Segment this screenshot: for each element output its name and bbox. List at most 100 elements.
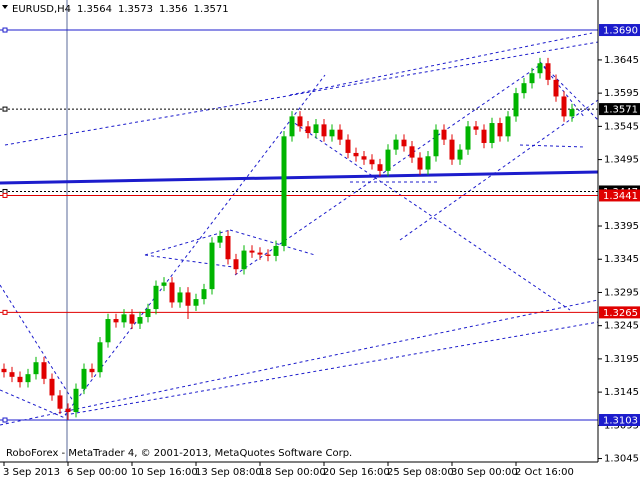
candle-body (1, 368, 7, 373)
candle-body (489, 123, 495, 143)
candle-body (353, 152, 359, 157)
header-value: 1.3564 (77, 4, 112, 15)
candle-body (337, 129, 343, 140)
trend-line (64, 74, 326, 416)
y-tick-label: 1.3545 (604, 121, 639, 132)
candle-body (449, 139, 455, 160)
candle-body (289, 116, 295, 137)
level-label: 1.3265 (603, 308, 638, 319)
candle-body (329, 129, 335, 137)
trend-line (289, 119, 571, 311)
candle-body (217, 235, 223, 243)
candle-body (457, 149, 463, 160)
y-tick-label: 1.3395 (604, 221, 639, 232)
candle-body (321, 124, 327, 137)
level-label-box (599, 414, 640, 427)
candle-body (273, 245, 279, 256)
y-tick-label: 1.3195 (604, 354, 639, 365)
footer: RoboForex - MetaTrader 4, © 2001-2013, M… (6, 448, 352, 459)
level-label: 1.3103 (603, 416, 638, 427)
candle-body (169, 282, 175, 303)
candle-body (121, 314, 127, 323)
header-value: 1.3573 (118, 4, 153, 15)
trend-line (64, 321, 599, 416)
candle-body (361, 156, 367, 160)
x-tick-label: 6 Sep 00:00 (67, 467, 127, 478)
candle-body (265, 254, 271, 256)
candle-body (89, 368, 95, 373)
candle-body (249, 250, 255, 253)
x-tick-label: 3 Sep 2013 (3, 467, 60, 478)
candle-body (369, 159, 375, 165)
candle-body (97, 342, 103, 373)
candle-body (313, 124, 319, 134)
candle-body (153, 285, 159, 310)
candle-body (465, 126, 471, 150)
candle-body (209, 242, 215, 290)
candle-body (185, 292, 191, 306)
candle-body (137, 317, 143, 324)
candle-body (441, 129, 447, 140)
candle-body (521, 83, 527, 94)
level-anchor (2, 106, 8, 112)
x-tick-label: 13 Sep 08:00 (195, 467, 262, 478)
candle-body (201, 289, 207, 300)
symbol: EURUSD,H4 (12, 4, 71, 15)
x-tick-label: 18 Sep 00:00 (259, 467, 326, 478)
y-tick-label: 1.3145 (604, 387, 639, 398)
candle-body (113, 319, 119, 323)
x-tick-label: 2 Oct 16:00 (515, 467, 574, 478)
thick-trend-line (0, 170, 599, 185)
level-label: 1.3690 (603, 26, 638, 37)
candle-body (505, 116, 511, 137)
candle-body (553, 79, 559, 97)
y-tick-label: 1.3295 (604, 287, 639, 298)
level-anchor (2, 417, 8, 423)
y-tick-label: 1.3495 (604, 155, 639, 166)
candle-body (233, 259, 239, 270)
level-anchor (2, 192, 8, 198)
levels (0, 27, 598, 423)
candle-body (305, 126, 311, 134)
candle-body (345, 139, 351, 153)
candle-body (49, 378, 55, 396)
candle-body (417, 157, 423, 170)
candle-body (177, 292, 183, 303)
candle-body (57, 395, 63, 409)
candle-body (561, 96, 567, 117)
trend-line (144, 254, 241, 269)
candle-body (497, 123, 503, 137)
level-anchor (2, 309, 8, 315)
candle-body (393, 139, 399, 150)
candle-body (473, 126, 479, 130)
candle-body (409, 146, 415, 158)
x-tick-label: 25 Sep 08:00 (387, 467, 454, 478)
candle-body (41, 362, 47, 379)
trend-line (229, 229, 316, 256)
candle-body (513, 93, 519, 117)
header: EURUSD,H4 1.3564 1.3573 1.356 1.3571 (12, 4, 229, 15)
trend-line (144, 229, 231, 256)
level-label-box (599, 24, 640, 37)
trend-line (519, 144, 586, 148)
level-label-box (599, 189, 640, 202)
candle-body (105, 319, 111, 343)
candle-body (569, 109, 575, 117)
axis-labels: 1.3645 1.3595 1.3545 1.3495 1.3395 1.3345 1.32… (3, 24, 640, 478)
level-label-box (599, 306, 640, 319)
candle-body (17, 376, 23, 383)
y-tick-label: 1.3245 (604, 321, 639, 332)
candles (1, 57, 575, 421)
candle-body (257, 252, 263, 255)
candle-body (481, 129, 487, 143)
candle-body (545, 63, 551, 80)
candle-body (529, 73, 535, 84)
candle-body (401, 139, 407, 147)
candle-body (425, 156, 431, 170)
candle-body (145, 309, 151, 318)
trend-line (4, 41, 599, 146)
candle-body (161, 282, 167, 286)
candle-body (433, 129, 439, 157)
y-tick-label: 1.3345 (604, 254, 639, 265)
